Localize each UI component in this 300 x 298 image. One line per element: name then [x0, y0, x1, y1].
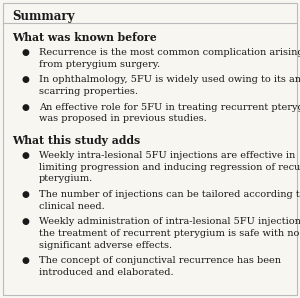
Text: Summary: Summary: [12, 10, 74, 24]
Text: clinical need.: clinical need.: [39, 202, 105, 211]
Text: ●: ●: [21, 217, 29, 226]
Text: What this study adds: What this study adds: [12, 135, 140, 146]
Text: the treatment of recurrent pterygium is safe with no: the treatment of recurrent pterygium is …: [39, 229, 299, 238]
Text: ●: ●: [21, 151, 29, 160]
Text: Recurrence is the most common complication arising: Recurrence is the most common complicati…: [39, 48, 300, 57]
Text: The concept of conjunctival recurrence has been: The concept of conjunctival recurrence h…: [39, 256, 281, 265]
Text: introduced and elaborated.: introduced and elaborated.: [39, 268, 174, 277]
Text: pterygium.: pterygium.: [39, 174, 93, 183]
Text: from pterygium surgery.: from pterygium surgery.: [39, 60, 160, 69]
Text: ●: ●: [21, 75, 29, 84]
Text: What was known before: What was known before: [12, 32, 157, 44]
Text: ●: ●: [21, 256, 29, 265]
Text: ●: ●: [21, 190, 29, 199]
Text: In ophthalmology, 5FU is widely used owing to its anti-: In ophthalmology, 5FU is widely used owi…: [39, 75, 300, 84]
Text: ●: ●: [21, 103, 29, 112]
Text: Weekly administration of intra-lesional 5FU injections for: Weekly administration of intra-lesional …: [39, 217, 300, 226]
Text: limiting progression and inducing regression of recurrent: limiting progression and inducing regres…: [39, 163, 300, 172]
Text: An effective role for 5FU in treating recurrent pterygium: An effective role for 5FU in treating re…: [39, 103, 300, 112]
Text: significant adverse effects.: significant adverse effects.: [39, 241, 172, 250]
FancyBboxPatch shape: [3, 3, 297, 295]
Text: scarring properties.: scarring properties.: [39, 87, 138, 96]
Text: Weekly intra-lesional 5FU injections are effective in: Weekly intra-lesional 5FU injections are…: [39, 151, 295, 160]
Text: The number of injections can be tailored according to: The number of injections can be tailored…: [39, 190, 300, 199]
Text: ●: ●: [21, 48, 29, 57]
Text: was proposed in previous studies.: was proposed in previous studies.: [39, 114, 207, 123]
